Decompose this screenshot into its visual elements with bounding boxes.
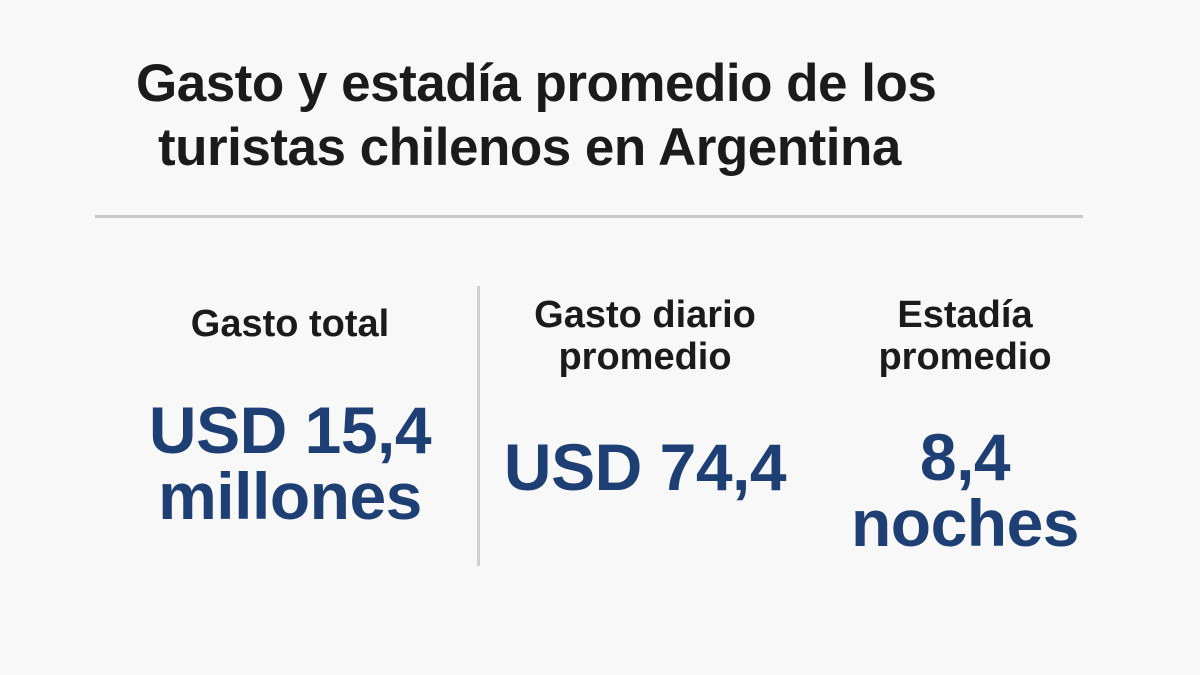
title-divider bbox=[95, 215, 1083, 218]
stat-label: Estadía promedio bbox=[878, 294, 1052, 378]
stat-gasto-diario: Gasto diario promedio USD 74,4 bbox=[495, 294, 795, 500]
stat-label: Gasto total bbox=[190, 303, 390, 345]
stat-label: Gasto diario promedio bbox=[534, 294, 756, 378]
title-line-1: Gasto y estadía promedio de los bbox=[136, 54, 937, 113]
stat-value: 8,4 noches bbox=[850, 420, 1080, 560]
title-line-2: turistas chilenos en Argentina bbox=[158, 118, 901, 177]
stat-estadia: Estadía promedio 8,4 noches bbox=[820, 294, 1110, 556]
stat-value: USD 74,4 bbox=[503, 430, 787, 504]
page-title: Gasto y estadía promedio de los turistas… bbox=[136, 52, 1096, 180]
column-divider bbox=[477, 286, 480, 566]
stat-gasto-total: Gasto total USD 15,4 millones bbox=[110, 303, 470, 529]
stat-value: USD 15,4 millones bbox=[148, 393, 432, 533]
